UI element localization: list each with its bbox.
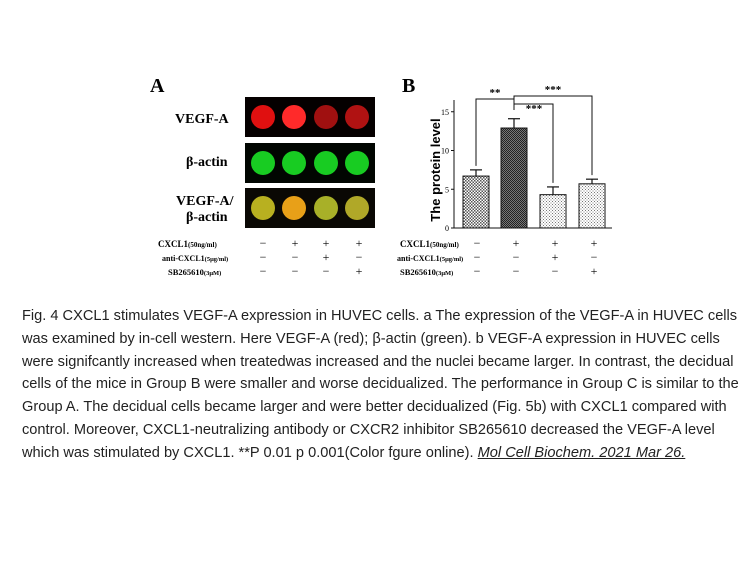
blot-well xyxy=(251,196,275,220)
row-label-vegf: VEGF-A xyxy=(175,112,230,127)
bar xyxy=(500,127,528,229)
significance-label: *** xyxy=(526,103,543,115)
treatment-label: SB265610(3μM) xyxy=(168,267,221,277)
panel-a-treatment-signs: − + + +− − + −− − − + xyxy=(260,236,363,278)
treatment-sign: − xyxy=(474,264,481,278)
treatment-label: SB265610(3μM) xyxy=(400,267,453,277)
bar xyxy=(462,175,490,229)
row-label-merge-1: VEGF-A/ xyxy=(176,194,235,209)
significance-label: ** xyxy=(490,87,502,99)
treatment-sign: − xyxy=(552,264,559,278)
y-tick-label: 15 xyxy=(441,108,449,117)
y-tick-label: 10 xyxy=(441,147,449,156)
caption-text: Fig. 4 CXCL1 stimulates VEGF-A expressio… xyxy=(22,308,739,461)
treatment-label: anti-CXCL1(5μg/ml) xyxy=(397,254,463,263)
treatment-sign: + xyxy=(356,236,363,250)
treatment-sign: + xyxy=(292,236,299,250)
figure-4: A VEGF-A β-actin VEGF-A/ β-actin CXCL1(5… xyxy=(150,75,612,278)
treatment-sign: + xyxy=(591,236,598,250)
treatment-sign: + xyxy=(591,264,598,278)
treatment-sign: − xyxy=(323,264,330,278)
blot-well xyxy=(345,105,369,129)
treatment-sign: − xyxy=(513,264,520,278)
treatment-sign: − xyxy=(292,250,299,264)
treatment-sign: + xyxy=(323,250,330,264)
blot-well xyxy=(314,151,338,175)
y-tick-label: 0 xyxy=(445,224,449,233)
significance-label: *** xyxy=(545,84,562,96)
treatment-label: CXCL1(50ng/ml) xyxy=(158,239,217,249)
treatment-sign: − xyxy=(292,264,299,278)
significance-bracket xyxy=(513,95,593,176)
treatment-sign: + xyxy=(552,250,559,264)
figure-caption: Fig. 4 CXCL1 stimulates VEGF-A expressio… xyxy=(22,305,740,465)
citation-link[interactable]: Mol Cell Biochem. 2021 Mar 26. xyxy=(477,444,686,461)
blot-well xyxy=(314,105,338,129)
blot-wells xyxy=(251,105,369,220)
panel-a-treatment-labels: CXCL1(50ng/ml) anti-CXCL1(5μg/ml) SB2656… xyxy=(158,239,228,277)
panel-b-treatment-signs: − + + +− − + −− − − + xyxy=(474,236,598,278)
treatment-label: CXCL1(50ng/ml) xyxy=(400,239,459,249)
blot-well xyxy=(251,105,275,129)
row-label-actin: β-actin xyxy=(186,155,228,170)
treatment-sign: − xyxy=(474,236,481,250)
treatment-sign: − xyxy=(356,250,363,264)
blot-well xyxy=(282,151,306,175)
panel-a-label: A xyxy=(150,75,165,97)
bar xyxy=(578,183,606,229)
blot-well xyxy=(314,196,338,220)
blot-well xyxy=(345,151,369,175)
treatment-sign: − xyxy=(260,250,267,264)
treatment-sign: + xyxy=(356,264,363,278)
treatment-sign: − xyxy=(260,264,267,278)
treatment-sign: − xyxy=(474,250,481,264)
panel-a: A VEGF-A β-actin VEGF-A/ β-actin CXCL1(5… xyxy=(150,75,375,278)
row-label-merge-2: β-actin xyxy=(186,210,228,225)
blot-well xyxy=(282,105,306,129)
treatment-sign: − xyxy=(513,250,520,264)
treatment-sign: + xyxy=(323,236,330,250)
y-tick-label: 5 xyxy=(445,185,449,194)
treatment-sign: + xyxy=(552,236,559,250)
y-axis-label: The protein level xyxy=(428,118,443,221)
treatment-label: anti-CXCL1(5μg/ml) xyxy=(162,254,228,263)
bar xyxy=(539,194,567,229)
blot-well xyxy=(345,196,369,220)
treatment-sign: + xyxy=(513,236,520,250)
panel-b-treatment-labels: CXCL1(50ng/ml) anti-CXCL1(5μg/ml) SB2656… xyxy=(397,239,463,277)
treatment-sign: − xyxy=(591,250,598,264)
panel-b-label: B xyxy=(402,75,415,97)
blot-well xyxy=(251,151,275,175)
blot-well xyxy=(282,196,306,220)
treatment-sign: − xyxy=(260,236,267,250)
